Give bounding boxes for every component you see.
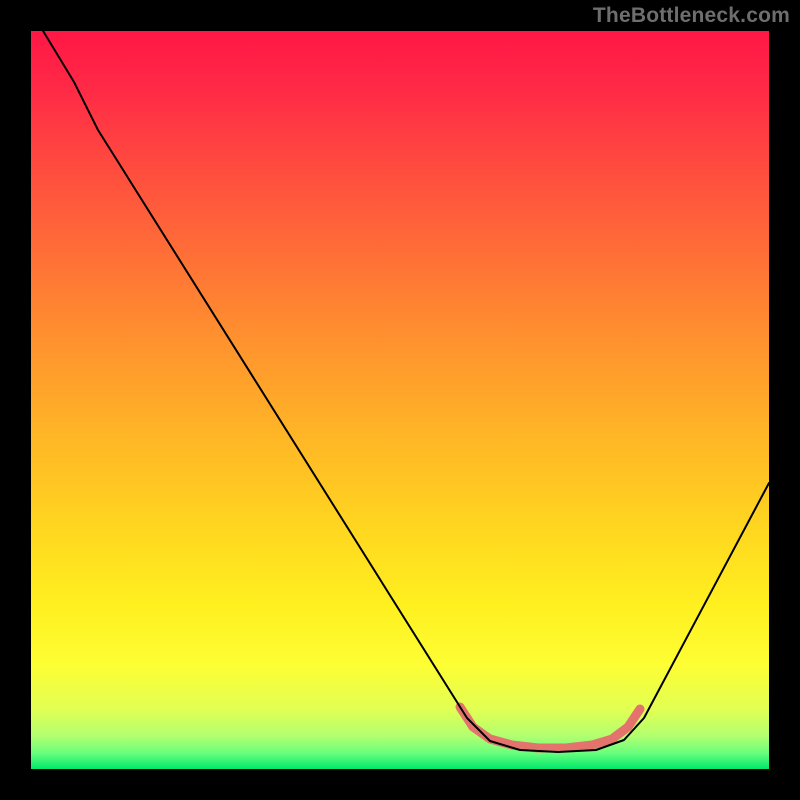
chart-svg [0, 0, 800, 800]
plot-background [31, 31, 769, 769]
chart-container: { "watermark": { "text": "TheBottleneck.… [0, 0, 800, 800]
watermark-text: TheBottleneck.com [593, 4, 790, 28]
